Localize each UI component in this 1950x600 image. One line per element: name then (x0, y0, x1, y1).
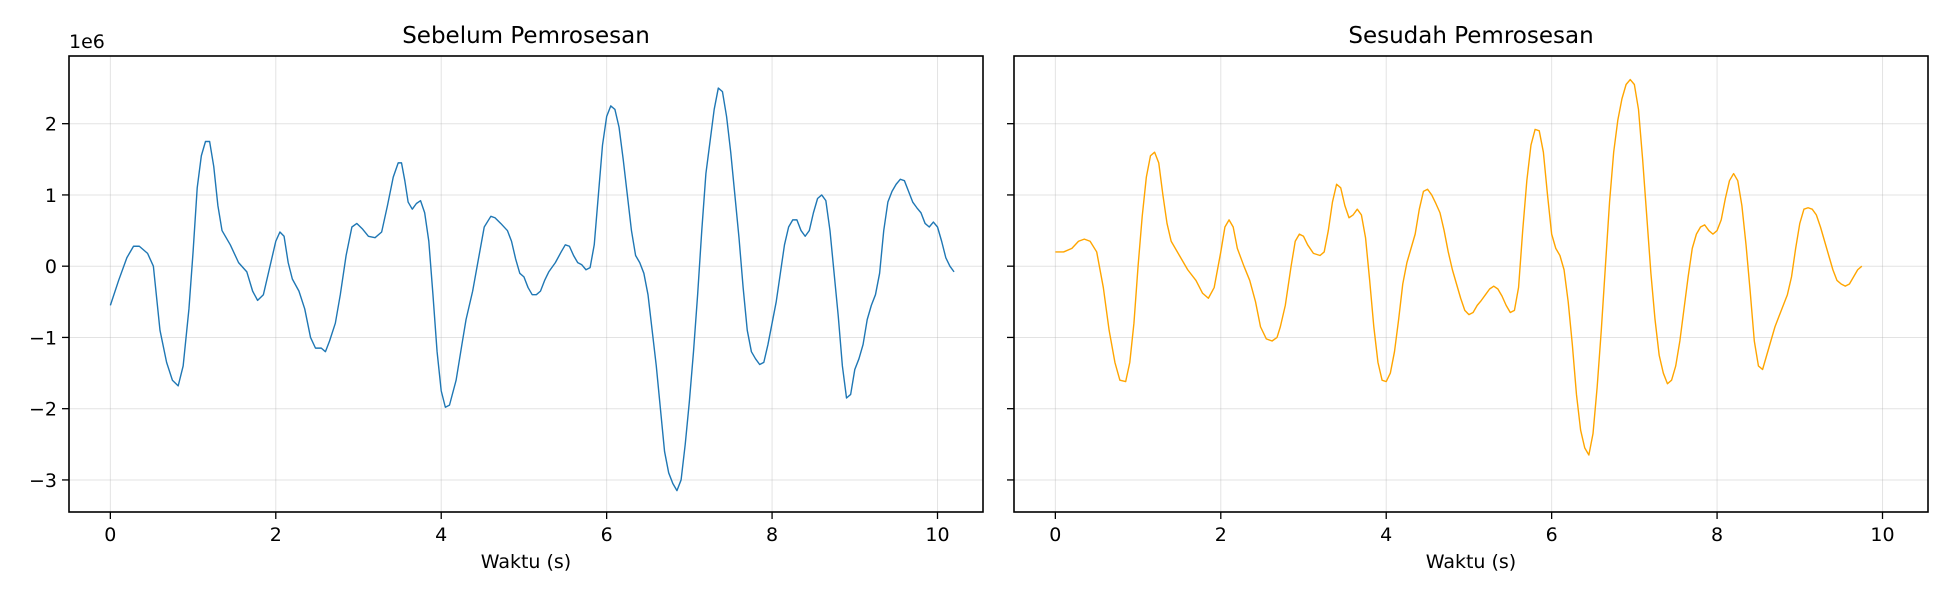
chart-title: Sesudah Pemrosesan (1348, 23, 1593, 49)
grid-lines (1014, 56, 1928, 512)
grid-lines (69, 56, 983, 512)
y-tick-label: 2 (45, 114, 57, 136)
series-line-1 (1055, 78, 1863, 456)
y-tick-label: 1 (45, 185, 57, 207)
x-tick-label: 6 (1546, 524, 1558, 546)
x-tick-label: 8 (766, 524, 778, 546)
axes-frame (1013, 55, 1929, 513)
x-tick-label: 4 (435, 524, 447, 546)
chart-panel-1: 0 2 4 6 8 10 −3 −2 −1 0 1 2 1e6 Sebelum Pemrosesan Wak… (29, 23, 984, 573)
chart-panel-2: 0 2 4 6 8 10 Sesudah Pemrosesan Waktu (s) (1007, 23, 1929, 573)
series-line-1 (109, 87, 955, 492)
axes-frame (68, 55, 984, 513)
y-tick-label: −2 (29, 399, 57, 421)
x-tick-label: 4 (1380, 524, 1392, 546)
chart-title: Sebelum Pemrosesan (402, 23, 650, 49)
y-tick-label: 0 (45, 256, 57, 278)
x-tick-label: 6 (601, 524, 613, 546)
y-tick-label: −1 (29, 327, 57, 349)
x-tick-label: 10 (925, 524, 949, 546)
x-tick-label: 2 (270, 524, 282, 546)
x-tick-label: 10 (1870, 524, 1894, 546)
x-tick-label: 0 (104, 524, 116, 546)
x-tick-label: 8 (1711, 524, 1723, 546)
x-tick-label: 2 (1215, 524, 1227, 546)
x-axis-label: Waktu (s) (481, 551, 571, 573)
y-tick-label: −3 (29, 470, 57, 492)
x-tick-label: 0 (1049, 524, 1061, 546)
x-axis-label: Waktu (s) (1426, 551, 1516, 573)
y-offset-label: 1e6 (69, 31, 105, 53)
